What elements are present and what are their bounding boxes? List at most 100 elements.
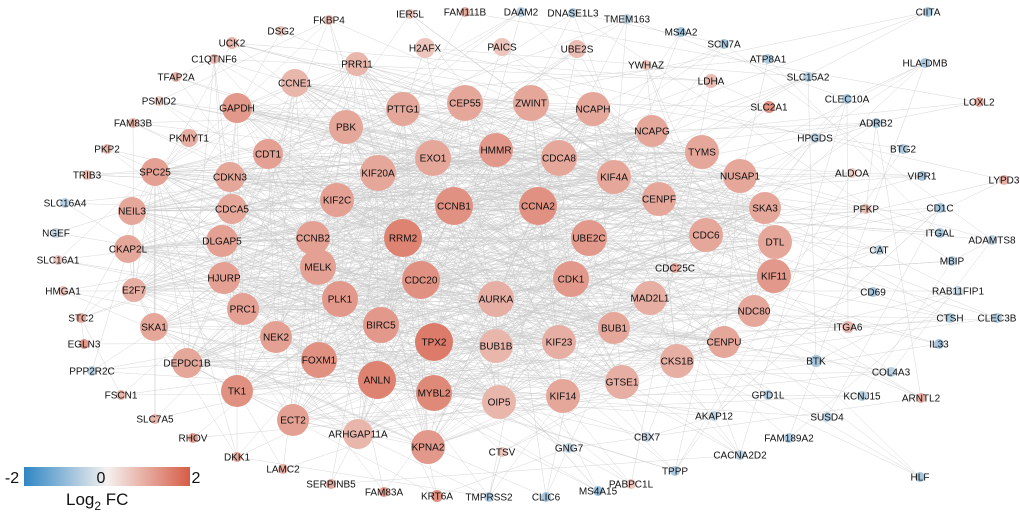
edge (495, 297, 651, 347)
edge (498, 241, 776, 403)
node-circle (87, 366, 97, 376)
node-circle (935, 228, 945, 238)
edge (453, 205, 725, 343)
node-akap12: AKAP12 (695, 411, 733, 423)
edge (336, 199, 615, 329)
node-circle (343, 419, 373, 449)
node-kpna2: KPNA2 (411, 430, 445, 464)
edge (221, 205, 539, 242)
edge (530, 102, 770, 108)
node-e2f7: E2F7 (122, 278, 146, 302)
node-label: ADAMTS8 (968, 236, 1016, 247)
edge (558, 157, 707, 236)
edge (213, 58, 238, 392)
edge (64, 202, 233, 210)
node-label: ATP8A1 (750, 55, 787, 66)
edge (495, 149, 725, 343)
edge (312, 11, 929, 239)
edge (175, 76, 951, 319)
edge (357, 298, 497, 435)
node-lamc2: LAMC2 (266, 464, 300, 476)
edge (453, 205, 922, 399)
node-label: YWHAZ (628, 61, 664, 72)
edge (236, 390, 429, 448)
node-label: NCAPH (575, 105, 610, 116)
edge (267, 11, 522, 155)
edge (328, 19, 766, 209)
node-label: EXO1 (420, 154, 447, 165)
legend-title-suffix: FC (101, 490, 128, 509)
edge (229, 176, 314, 239)
node-label: NCAPG (634, 127, 670, 138)
node-label: SPC25 (139, 168, 171, 179)
node-label: CLEC10A (825, 95, 870, 106)
edge (223, 267, 676, 279)
edge (64, 122, 877, 204)
node-circle (670, 263, 680, 273)
node-prc1: PRC1 (227, 293, 259, 325)
node-circle (670, 466, 680, 476)
node-prr11: PRR11 (341, 52, 373, 76)
node-label: ANLN (364, 376, 391, 387)
node-circle (411, 430, 445, 464)
node-tpx2: TPX2 (415, 323, 453, 361)
node-circle (758, 225, 792, 259)
edge (336, 199, 599, 492)
edge (62, 290, 429, 448)
edge (267, 18, 628, 155)
edge (495, 298, 564, 397)
node-birc5: BIRC5 (363, 307, 399, 343)
node-circle (260, 321, 292, 353)
node-circle (842, 94, 852, 104)
legend-gradient-bar (24, 467, 190, 486)
node-label: CCNB2 (296, 234, 330, 245)
edge (626, 18, 848, 100)
node-circle (633, 281, 667, 315)
node-label: FAM111B (444, 8, 487, 19)
edge (133, 171, 156, 291)
edge (292, 392, 435, 421)
node-cenpu: CENPU (706, 326, 742, 358)
edge (572, 12, 725, 45)
edge (231, 42, 466, 104)
node-label: NDC80 (738, 307, 771, 318)
edge (592, 43, 725, 110)
node-ngef: NGEF (42, 228, 70, 240)
node-label: PSMD2 (142, 97, 177, 108)
node-circle (188, 433, 198, 443)
node-circle (803, 72, 813, 82)
node-circle (676, 27, 686, 37)
node-cep55: CEP55 (447, 85, 483, 121)
edge (229, 176, 564, 397)
edge (267, 153, 615, 329)
edge (357, 401, 500, 435)
node-lypd3: LYPD3 (989, 175, 1020, 187)
edge (133, 208, 233, 291)
node-circle (738, 295, 770, 327)
legend-title-sub: 2 (94, 499, 101, 513)
node-clec3b: CLEC3B (978, 313, 1017, 325)
node-cbx7: CBX7 (634, 432, 661, 444)
node-label: PAICS (487, 43, 517, 54)
node-label: CBX7 (634, 433, 661, 444)
edge (236, 379, 378, 392)
node-clic6: CLIC6 (532, 492, 561, 504)
edge (674, 267, 951, 319)
edge (294, 82, 676, 472)
edge (345, 126, 429, 448)
node-slc16a4: SLC16A4 (44, 198, 87, 210)
node-label: FSCN1 (105, 391, 138, 402)
node-label: KIF20A (361, 169, 395, 180)
legend-mid-label: 0 (97, 470, 106, 487)
node-circle (917, 171, 927, 181)
node-label: KIF23 (546, 338, 573, 349)
node-circle (150, 414, 160, 424)
edge (377, 172, 632, 485)
node-label: NGEF (42, 229, 70, 240)
edge (570, 278, 849, 328)
edge (427, 381, 623, 448)
node-circle (114, 235, 142, 263)
node-circle (992, 313, 1002, 323)
edge (223, 13, 411, 279)
